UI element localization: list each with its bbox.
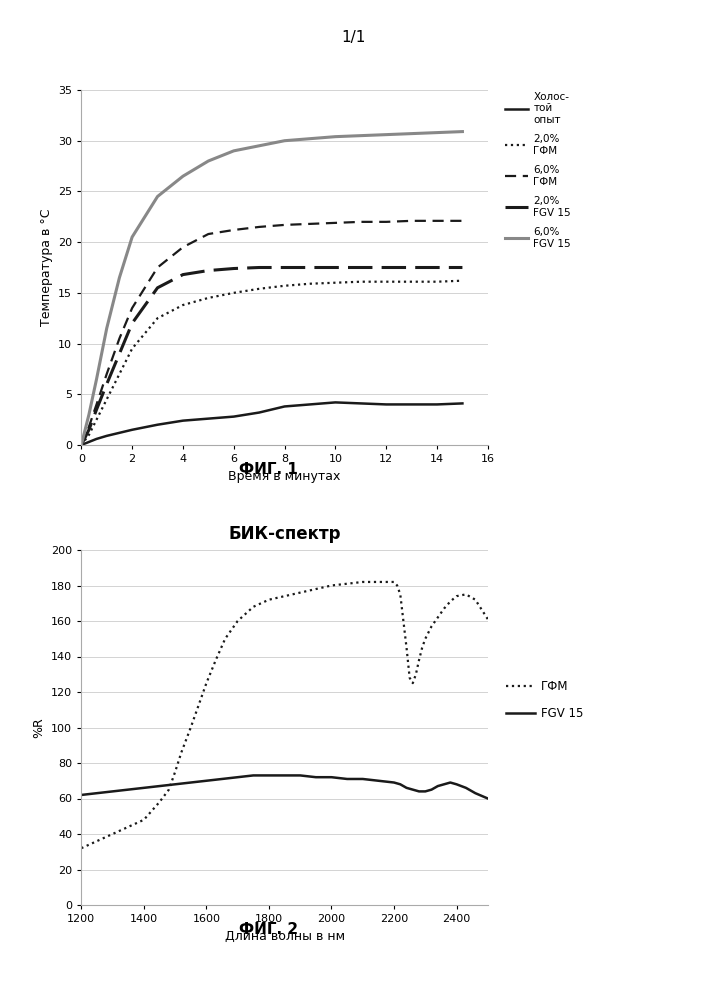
Y-axis label: %R: %R: [33, 717, 45, 738]
X-axis label: Длина волны в нм: Длина волны в нм: [225, 930, 344, 943]
Legend: Холос-
той
опыт, 2,0%
ГФМ, 6,0%
ГФМ, 2,0%
FGV 15, 6,0%
FGV 15: Холос- той опыт, 2,0% ГФМ, 6,0% ГФМ, 2,0…: [506, 92, 571, 249]
Text: 1/1: 1/1: [341, 30, 366, 45]
Y-axis label: Температура в °С: Температура в °С: [40, 209, 52, 326]
X-axis label: Время в минутах: Время в минутах: [228, 470, 341, 483]
Text: ФИГ. 2: ФИГ. 2: [239, 922, 298, 937]
Text: ФИГ. 1: ФИГ. 1: [239, 462, 298, 477]
Legend: ГФМ, FGV 15: ГФМ, FGV 15: [506, 680, 584, 720]
Title: БИК-спектр: БИК-спектр: [228, 525, 341, 543]
